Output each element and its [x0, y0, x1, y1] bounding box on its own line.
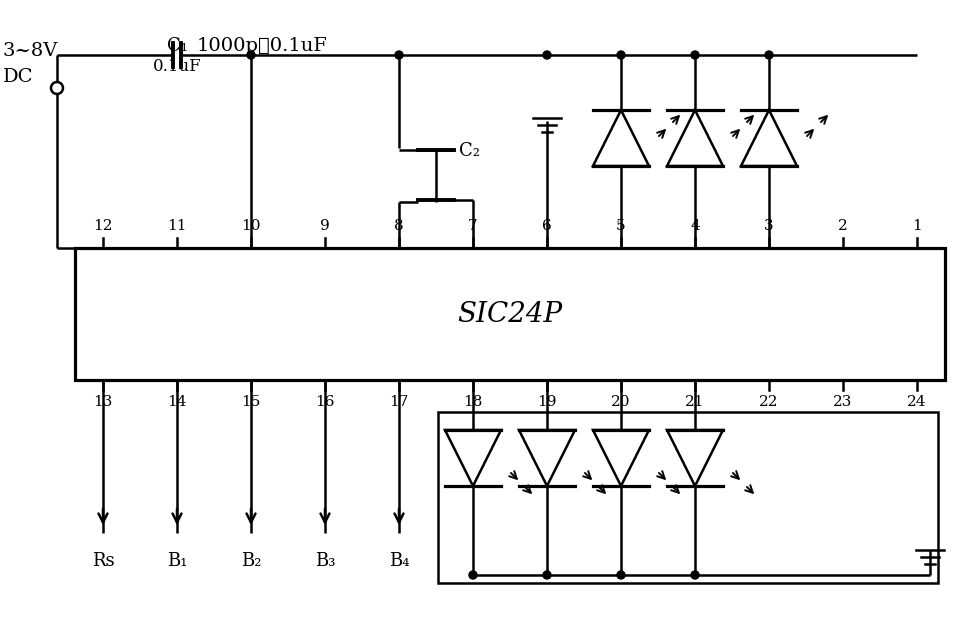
Text: B₃: B₃	[315, 552, 335, 570]
Text: 1: 1	[911, 219, 921, 233]
Circle shape	[469, 571, 477, 579]
Text: B₄: B₄	[389, 552, 409, 570]
Text: 1000p～0.1uF: 1000p～0.1uF	[197, 37, 328, 55]
Text: 20: 20	[610, 395, 630, 409]
Text: 15: 15	[241, 395, 261, 409]
Text: 16: 16	[315, 395, 334, 409]
Text: 24: 24	[906, 395, 925, 409]
Circle shape	[543, 51, 550, 59]
Text: 3: 3	[764, 219, 773, 233]
Text: 21: 21	[684, 395, 704, 409]
Text: C₂: C₂	[458, 142, 480, 160]
Circle shape	[690, 51, 699, 59]
Text: Rs: Rs	[92, 552, 114, 570]
Text: 4: 4	[689, 219, 700, 233]
Text: 12: 12	[93, 219, 112, 233]
Bar	[438, 412, 937, 583]
Text: 2: 2	[837, 219, 847, 233]
Text: 7: 7	[468, 219, 478, 233]
Text: 19: 19	[537, 395, 556, 409]
Text: SIC24P: SIC24P	[457, 300, 562, 328]
Text: 5: 5	[615, 219, 625, 233]
Circle shape	[247, 51, 255, 59]
Bar	[75, 248, 944, 380]
Circle shape	[616, 51, 624, 59]
Text: 6: 6	[542, 219, 551, 233]
Text: C₁: C₁	[167, 37, 187, 55]
Text: 23: 23	[832, 395, 852, 409]
Text: B₂: B₂	[240, 552, 261, 570]
Text: 18: 18	[463, 395, 483, 409]
Text: 22: 22	[759, 395, 778, 409]
Text: 13: 13	[93, 395, 112, 409]
Circle shape	[543, 571, 550, 579]
Text: DC: DC	[3, 68, 34, 86]
Text: 8: 8	[393, 219, 403, 233]
Circle shape	[616, 571, 624, 579]
Text: 0.1uF: 0.1uF	[152, 58, 202, 75]
Text: 9: 9	[320, 219, 329, 233]
Text: 10: 10	[241, 219, 261, 233]
Text: 17: 17	[389, 395, 408, 409]
Text: 11: 11	[167, 219, 187, 233]
Text: 14: 14	[167, 395, 187, 409]
Text: 3~8V: 3~8V	[3, 42, 58, 60]
Text: B₁: B₁	[167, 552, 187, 570]
Circle shape	[394, 51, 402, 59]
Circle shape	[765, 51, 772, 59]
Circle shape	[690, 571, 699, 579]
